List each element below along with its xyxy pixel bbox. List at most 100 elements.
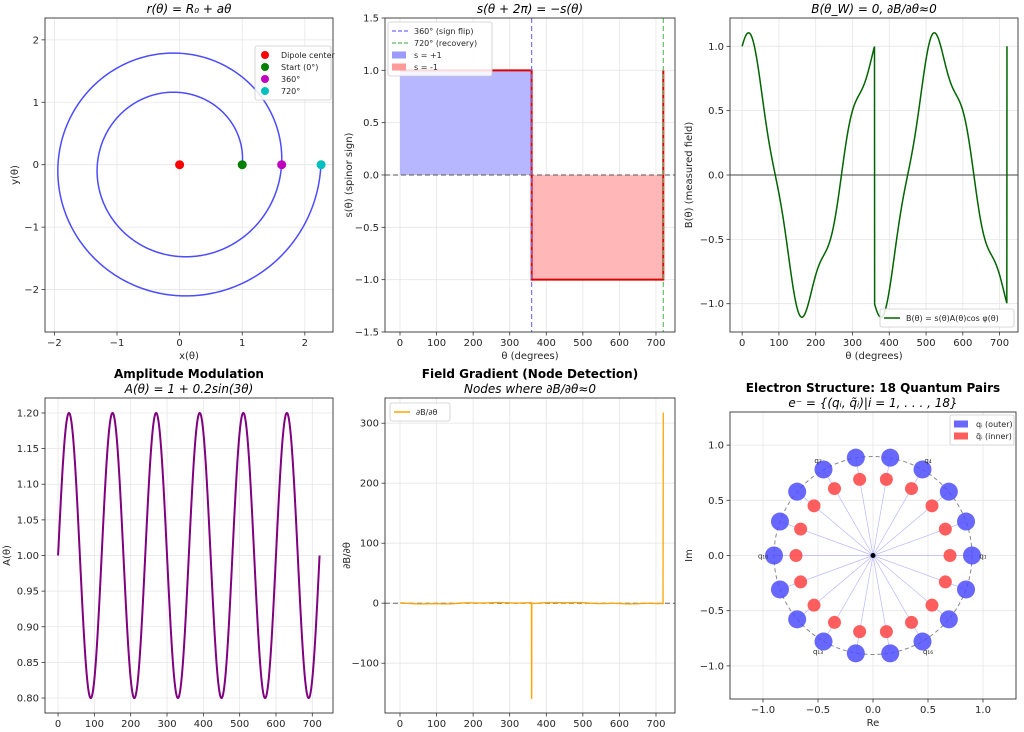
outer-point bbox=[963, 546, 981, 565]
marker-point bbox=[175, 160, 185, 170]
y-tick-label: 0.5 bbox=[708, 106, 724, 117]
outer-point bbox=[939, 610, 958, 629]
y-tick-label: −1.0 bbox=[700, 299, 724, 310]
legend-label: qᵢ (outer) bbox=[976, 420, 1013, 429]
inner-point bbox=[879, 625, 893, 639]
x-tick-label: 400 bbox=[537, 338, 556, 349]
x-tick-label: 700 bbox=[646, 338, 665, 349]
x-tick-label: 300 bbox=[500, 338, 519, 349]
plot-content bbox=[385, 412, 675, 700]
legend-entry: 360° bbox=[261, 75, 300, 84]
overlay: Dipole center Start (0°) 360° 720° bbox=[44, 17, 335, 333]
outer-point bbox=[846, 448, 865, 467]
y-tick-label: 1.00 bbox=[17, 551, 39, 562]
x-tick-label: 1.0 bbox=[975, 705, 991, 716]
legend-marker bbox=[261, 51, 269, 59]
grid bbox=[45, 18, 333, 332]
legend-label: s = -1 bbox=[414, 63, 438, 72]
y-tick-label: 0.85 bbox=[17, 658, 39, 669]
axes-frame bbox=[44, 17, 334, 333]
legend-box bbox=[387, 21, 493, 77]
axes-frame bbox=[384, 17, 676, 333]
x-tick-label: −1.0 bbox=[751, 705, 775, 716]
legend-entry: 720° (recovery) bbox=[392, 39, 477, 48]
x-tick-label: 200 bbox=[121, 719, 140, 730]
inner-point bbox=[943, 549, 957, 562]
y-tick-label: 0.0 bbox=[708, 171, 724, 182]
outer-point bbox=[765, 546, 783, 565]
legend-box bbox=[389, 402, 451, 422]
point-label: q₁₃ bbox=[813, 648, 823, 656]
plot-content bbox=[730, 32, 1018, 318]
x-tick-label: 0 bbox=[739, 338, 745, 349]
chart-subtitle: Nodes where ∂B/∂θ≈0 bbox=[464, 382, 596, 396]
chart-subtitle: A(θ) = 1 + 0.2sin(3θ) bbox=[124, 382, 254, 396]
y-tick-label: 0 bbox=[373, 599, 379, 610]
overlay: qᵢ (outer) q̃ᵢ (inner) bbox=[729, 411, 1017, 700]
ticks: 0 100 200 300 400 500 600 700 0.80 0.85 0.90 0.95 1.… bbox=[17, 408, 322, 730]
legend-marker bbox=[261, 75, 269, 83]
x-tick-label: 200 bbox=[464, 338, 483, 349]
overlay: 360° (sign flip) 720° (recovery) s = +1 s =… bbox=[384, 17, 676, 333]
legend-label: B(θ) = s(θ)A(θ)cos φ(θ) bbox=[906, 314, 999, 323]
y-axis-label: y(θ) bbox=[10, 165, 21, 185]
legend-entry: 720° bbox=[261, 87, 300, 96]
x-tick-label: 0 bbox=[397, 719, 403, 730]
y-tick-label: 1 bbox=[33, 98, 39, 109]
x-tick-label: 700 bbox=[646, 719, 665, 730]
plot-content bbox=[57, 411, 321, 700]
x-tick-label: 100 bbox=[769, 338, 788, 349]
x-tick-label: 200 bbox=[806, 338, 825, 349]
legend-patch bbox=[392, 63, 406, 71]
subplot-spiral: −2 −1 0 1 2 −2 −1 0 1 2 Dipole center Start (0°) 360… bbox=[10, 2, 335, 362]
y-axis-label: B(θ) (measured field) bbox=[684, 122, 695, 229]
legend-patch bbox=[954, 432, 968, 440]
x-tick-label: 200 bbox=[464, 719, 483, 730]
legend-entry: 360° (sign flip) bbox=[392, 27, 473, 36]
x-tick-label: 100 bbox=[427, 338, 446, 349]
legend-marker bbox=[261, 63, 269, 71]
x-tick-label: −0.5 bbox=[806, 705, 830, 716]
x-tick-label: 400 bbox=[537, 719, 556, 730]
outer-point bbox=[881, 644, 900, 663]
y-tick-label: 2 bbox=[33, 35, 39, 46]
x-tick-label: 2 bbox=[302, 338, 308, 349]
subplot-gradient: 0 100 200 300 400 500 600 700 −100 0 100 200 300 ∂B/∂… bbox=[342, 367, 676, 730]
y-tick-label: 1.0 bbox=[363, 66, 379, 77]
field-line bbox=[741, 32, 1008, 318]
legend-entry: s = -1 bbox=[392, 63, 438, 72]
chart-subtitle: r(θ) = R₀ + aθ bbox=[147, 2, 233, 16]
y-tick-label: 100 bbox=[360, 539, 379, 550]
x-tick-label: 100 bbox=[427, 719, 446, 730]
plot-area bbox=[385, 398, 675, 713]
outer-point bbox=[814, 632, 833, 651]
subplot-spinor: 0 100 200 300 400 500 600 700 −1.5 −1.0 −0.5 0.0 0.5… bbox=[344, 2, 676, 362]
y-tick-label: 0.80 bbox=[17, 694, 39, 705]
legend-label: Start (0°) bbox=[281, 63, 318, 72]
x-axis-label: Re bbox=[867, 718, 880, 729]
x-tick-label: −2 bbox=[47, 338, 62, 349]
x-tick-label: 100 bbox=[85, 719, 104, 730]
x-tick-label: 500 bbox=[573, 719, 592, 730]
legend-label: 360° (sign flip) bbox=[414, 27, 473, 36]
outer-point bbox=[939, 482, 958, 501]
chart-title: Field Gradient (Node Detection) bbox=[422, 367, 638, 381]
legend-label: ∂B/∂θ bbox=[416, 408, 437, 417]
y-axis-label: Im bbox=[684, 549, 695, 562]
legend-label: Dipole center bbox=[281, 51, 335, 60]
x-tick-label: 500 bbox=[916, 338, 935, 349]
overlay bbox=[44, 397, 334, 714]
outer-point bbox=[913, 460, 932, 479]
outer-point bbox=[770, 512, 789, 531]
y-axis-label: ∂B/∂θ bbox=[342, 542, 353, 569]
outer-point bbox=[770, 580, 789, 599]
inner-point bbox=[925, 598, 939, 612]
legend-entry: B(θ) = s(θ)A(θ)cos φ(θ) bbox=[884, 314, 999, 323]
legend-label: s = +1 bbox=[414, 51, 442, 60]
inner-point bbox=[853, 625, 867, 639]
axes-frame bbox=[729, 17, 1019, 333]
legend: Dipole center Start (0°) 360° 720° bbox=[254, 45, 335, 101]
outer-point bbox=[846, 644, 865, 663]
marker-point bbox=[237, 160, 247, 170]
